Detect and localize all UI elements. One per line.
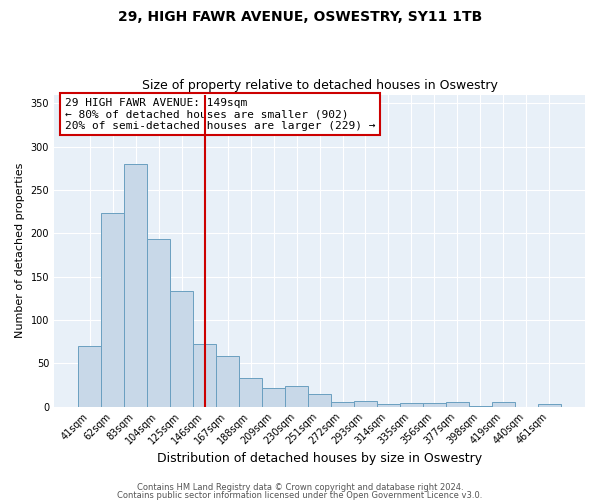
- Bar: [147, 240, 170, 406]
- Title: Size of property relative to detached houses in Oswestry: Size of property relative to detached ho…: [142, 79, 497, 92]
- Bar: [492, 402, 515, 406]
- Bar: [193, 344, 216, 406]
- Text: 29, HIGH FAWR AVENUE, OSWESTRY, SY11 1TB: 29, HIGH FAWR AVENUE, OSWESTRY, SY11 1TB: [118, 10, 482, 24]
- Bar: [538, 404, 561, 406]
- Bar: [216, 356, 239, 406]
- Bar: [78, 346, 101, 406]
- Bar: [124, 164, 147, 406]
- X-axis label: Distribution of detached houses by size in Oswestry: Distribution of detached houses by size …: [157, 452, 482, 465]
- Bar: [423, 403, 446, 406]
- Y-axis label: Number of detached properties: Number of detached properties: [15, 163, 25, 338]
- Bar: [262, 388, 285, 406]
- Bar: [239, 378, 262, 406]
- Bar: [446, 402, 469, 406]
- Text: Contains public sector information licensed under the Open Government Licence v3: Contains public sector information licen…: [118, 490, 482, 500]
- Text: Contains HM Land Registry data © Crown copyright and database right 2024.: Contains HM Land Registry data © Crown c…: [137, 484, 463, 492]
- Bar: [354, 402, 377, 406]
- Bar: [331, 402, 354, 406]
- Bar: [170, 292, 193, 406]
- Bar: [101, 214, 124, 406]
- Bar: [377, 404, 400, 406]
- Bar: [308, 394, 331, 406]
- Bar: [285, 386, 308, 406]
- Bar: [400, 403, 423, 406]
- Text: 29 HIGH FAWR AVENUE: 149sqm
← 80% of detached houses are smaller (902)
20% of se: 29 HIGH FAWR AVENUE: 149sqm ← 80% of det…: [65, 98, 375, 131]
